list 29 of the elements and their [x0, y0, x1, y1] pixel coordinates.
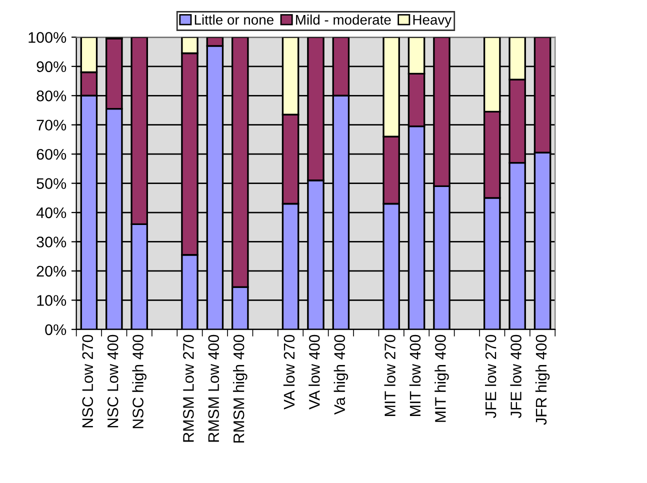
y-tick-label: 70% — [36, 120, 66, 131]
y-tick-label: 0% — [45, 324, 66, 336]
legend-label: Little or none — [194, 14, 274, 25]
y-tick-label: 10% — [37, 295, 66, 306]
x-tick-label: NSC high 400 — [132, 334, 146, 428]
x-tick-label: RMSM Low 400 — [208, 334, 220, 442]
x-tick-label: MIT low 270 — [384, 334, 396, 416]
x-tick-label: MIT low 400 — [409, 334, 421, 416]
x-tick-label: MIT high 400 — [434, 334, 449, 422]
x-tick-label: RMSM Low 270 — [183, 334, 194, 442]
x-tick-label: JFE low 400 — [510, 334, 522, 418]
x-tick-label: JFE low 270 — [485, 334, 496, 418]
x-tick-label: NSC Low 400 — [107, 334, 118, 428]
y-tick-label: 80% — [36, 90, 66, 102]
y-tick-label: 30% — [36, 236, 66, 248]
y-tick-label: 90% — [36, 61, 66, 72]
x-tick-label: NSC Low 270 — [82, 334, 94, 428]
x-tick-label: RMSM high 400 — [233, 334, 248, 443]
y-tick-label: 20% — [36, 266, 66, 277]
x-tick-label: VA low 270 — [283, 334, 295, 410]
x-tick-label: VA low 400 — [308, 334, 320, 410]
x-tick-label: JFR high 400 — [535, 334, 550, 425]
x-tick-label: Va high 400 — [334, 334, 348, 415]
y-tick-label: 60% — [36, 148, 66, 160]
y-tick-label: 40% — [36, 207, 66, 218]
y-tick-label: 100% — [28, 32, 66, 43]
legend-label: Mild - moderate — [296, 14, 391, 25]
legend-label: Heavy — [413, 15, 452, 28]
y-tick-label: 50% — [36, 178, 66, 189]
